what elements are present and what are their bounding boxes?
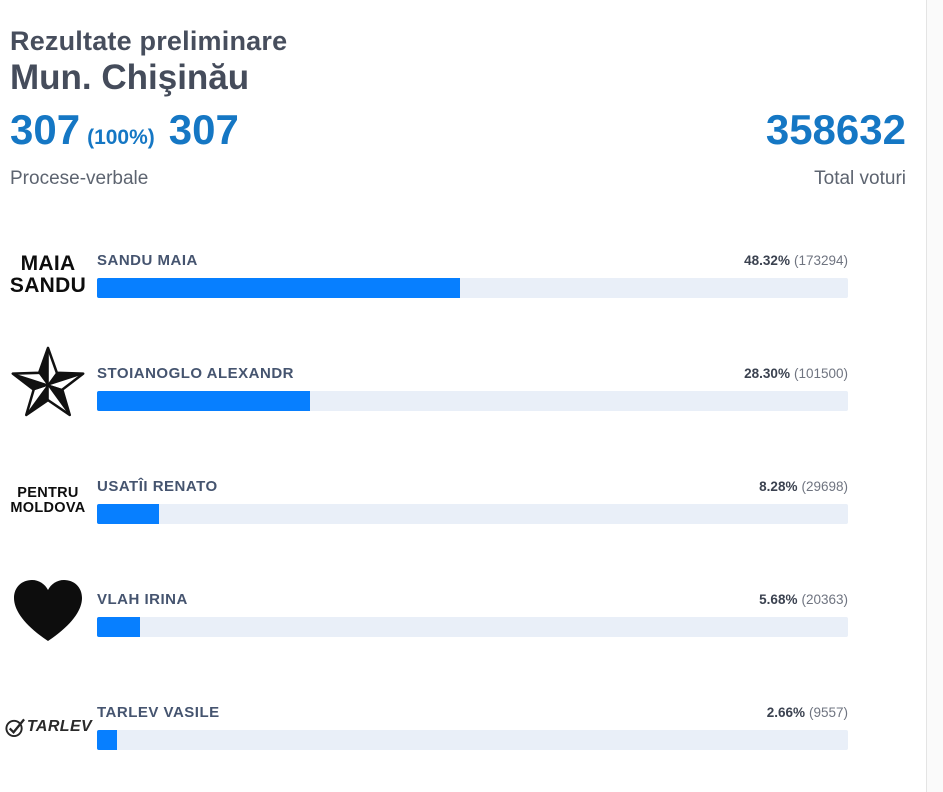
result-bar-track bbox=[97, 390, 848, 411]
candidate-result: TARLEV VASILE 2.66% (9557) bbox=[97, 704, 848, 750]
tarlev-check-logo: TARLEV bbox=[4, 716, 92, 738]
result-bar-fill bbox=[97, 729, 117, 750]
candidate-name: SANDU MAIA bbox=[97, 251, 198, 269]
candidate-name-line: VLAH IRINA 5.68% (20363) bbox=[97, 591, 848, 608]
candidate-row: STOIANOGLO ALEXANDR 28.30% (101500) bbox=[0, 331, 926, 444]
candidate-row: VLAH IRINA 5.68% (20363) bbox=[0, 557, 926, 670]
candidate-name-line: SANDU MAIA 48.32% (173294) bbox=[97, 252, 848, 269]
candidate-name: TARLEV VASILE bbox=[97, 703, 220, 721]
result-bar-track bbox=[97, 729, 848, 750]
candidate-row: PENTRU MOLDOVA USATÎI RENATO 8.28% (29698) bbox=[0, 444, 926, 557]
result-bar-fill bbox=[97, 390, 310, 411]
protocols-total-count: 307 bbox=[168, 106, 239, 154]
candidate-score: 5.68% (20363) bbox=[759, 592, 848, 607]
vertical-scrollbar[interactable] bbox=[926, 0, 943, 792]
candidate-name-line: STOIANOGLO ALEXANDR 28.30% (101500) bbox=[97, 365, 848, 382]
candidate-votes: (29698) bbox=[801, 478, 848, 494]
candidate-row: TARLEV TARLEV VASILE 2.66% (9557) bbox=[0, 670, 926, 783]
candidate-score: 48.32% (173294) bbox=[744, 253, 848, 268]
candidate-name: USATÎI RENATO bbox=[97, 477, 218, 495]
candidate-name-line: USATÎI RENATO 8.28% (29698) bbox=[97, 478, 848, 495]
results-header: Rezultate preliminare Mun. Chişinău 307 … bbox=[0, 0, 926, 190]
candidate-score: 8.28% (29698) bbox=[759, 479, 848, 494]
candidate-logo: MAIA SANDU bbox=[8, 253, 88, 297]
stats-labels-row: Procese-verbale Total voturi bbox=[10, 168, 906, 190]
result-bar-track bbox=[97, 277, 848, 298]
candidate-result: VLAH IRINA 5.68% (20363) bbox=[97, 591, 848, 637]
candidate-result: SANDU MAIA 48.32% (173294) bbox=[97, 252, 848, 298]
candidate-percent: 28.30% bbox=[744, 365, 790, 381]
heart-icon bbox=[11, 579, 85, 648]
candidate-percent: 2.66% bbox=[766, 704, 805, 720]
candidate-logo: TARLEV bbox=[5, 716, 92, 738]
protocols-processed-count: 307 bbox=[10, 106, 81, 154]
result-bar-fill bbox=[97, 503, 160, 524]
candidate-percent: 48.32% bbox=[744, 252, 790, 268]
result-bar-track bbox=[97, 503, 848, 524]
candidate-score: 28.30% (101500) bbox=[744, 366, 848, 381]
candidate-votes: (9557) bbox=[808, 704, 848, 720]
candidate-result: USATÎI RENATO 8.28% (29698) bbox=[97, 478, 848, 524]
candidate-logo bbox=[8, 579, 88, 648]
maia-sandu-logo: MAIA SANDU bbox=[9, 251, 87, 297]
candidate-score: 2.66% (9557) bbox=[767, 705, 848, 720]
total-votes-count: 358632 bbox=[765, 106, 906, 154]
candidate-logo: PENTRU MOLDOVA bbox=[8, 484, 88, 516]
star-icon bbox=[9, 343, 87, 432]
protocols-stats: 307 (100%) 307 bbox=[10, 109, 239, 151]
result-bar-track bbox=[97, 616, 848, 637]
protocols-label: Procese-verbale bbox=[10, 168, 149, 190]
candidate-votes: (101500) bbox=[793, 365, 848, 381]
candidate-name-line: TARLEV VASILE 2.66% (9557) bbox=[97, 704, 848, 721]
result-bar-fill bbox=[97, 277, 460, 298]
candidate-result: STOIANOGLO ALEXANDR 28.30% (101500) bbox=[97, 365, 848, 411]
pentru-moldova-logo: PENTRU MOLDOVA bbox=[10, 484, 86, 516]
candidate-name: STOIANOGLO ALEXANDR bbox=[97, 364, 295, 382]
candidate-votes: (20363) bbox=[801, 591, 848, 607]
page-subtitle: Rezultate preliminare bbox=[10, 26, 288, 56]
total-votes-label: Total voturi bbox=[814, 168, 906, 190]
page-title: Mun. Chişinău bbox=[10, 58, 250, 98]
tarlev-logo-text: TARLEV bbox=[26, 717, 93, 735]
stats-row: 307 (100%) 307 358632 bbox=[10, 109, 906, 151]
candidate-percent: 8.28% bbox=[759, 478, 798, 494]
result-bar-fill bbox=[97, 616, 140, 637]
candidate-list: MAIA SANDU SANDU MAIA 48.32% (173294) STOIAN… bbox=[0, 218, 926, 783]
candidate-logo bbox=[8, 343, 88, 432]
protocols-processed-percent: (100%) bbox=[87, 126, 155, 150]
candidate-row: MAIA SANDU SANDU MAIA 48.32% (173294) bbox=[0, 218, 926, 331]
candidate-percent: 5.68% bbox=[759, 591, 798, 607]
candidate-votes: (173294) bbox=[793, 252, 848, 268]
candidate-name: VLAH IRINA bbox=[97, 590, 188, 608]
